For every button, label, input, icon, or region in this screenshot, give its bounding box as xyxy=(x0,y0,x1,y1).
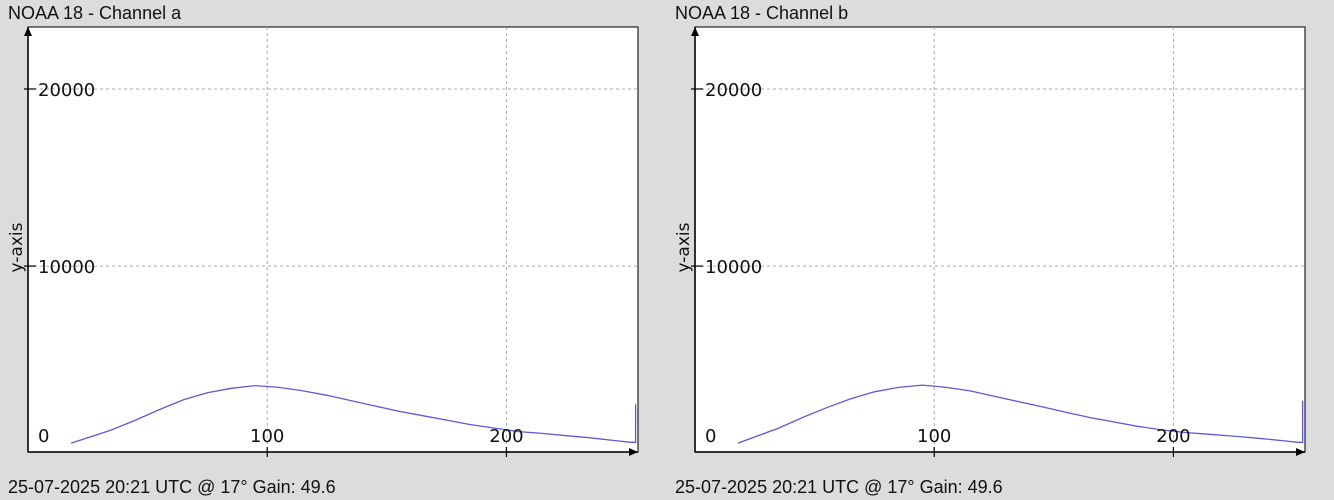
series-line xyxy=(70,384,637,444)
x-tick-label: 0 xyxy=(705,426,716,447)
y-tick-label: 20000 xyxy=(705,80,762,101)
y-axis-arrow xyxy=(24,27,32,36)
y-axis-label: y-axis xyxy=(7,222,27,272)
x-axis-arrow xyxy=(1296,448,1305,456)
x-tick-label: 0 xyxy=(38,426,49,447)
series-line xyxy=(737,384,1304,444)
y-tick-label: 20000 xyxy=(38,80,95,101)
chart-title: NOAA 18 - Channel a xyxy=(8,3,182,23)
chart-footer-status: 25-07-2025 20:21 UTC @ 17° Gain: 49.6 xyxy=(8,477,336,497)
plot-area xyxy=(694,26,1306,453)
chart-panel-channel-b: NOAA 18 - Channel b 0 100 200 10000 20000 y-a… xyxy=(667,0,1327,500)
y-axis-label: y-axis xyxy=(674,222,694,272)
y-tick-label: 10000 xyxy=(705,257,762,278)
chart-plot: 0 100 200 10000 20000 y-axis xyxy=(7,26,639,457)
x-tick-label: 100 xyxy=(250,426,284,447)
x-tick-label: 100 xyxy=(917,426,951,447)
y-axis-arrow xyxy=(691,27,699,36)
chart-panel-channel-a: NOAA 18 - Channel a 0 100 200 10000 20000 y-a… xyxy=(0,0,660,500)
chart-title: NOAA 18 - Channel b xyxy=(675,3,849,23)
x-tick-label: 200 xyxy=(1156,426,1190,447)
plot-area xyxy=(27,26,639,453)
x-axis-arrow xyxy=(629,448,638,456)
x-tick-label: 200 xyxy=(489,426,523,447)
chart-plot: 0 100 200 10000 20000 y-axis xyxy=(674,26,1306,457)
chart-footer-status: 25-07-2025 20:21 UTC @ 17° Gain: 49.6 xyxy=(675,477,1003,497)
y-tick-label: 10000 xyxy=(38,257,95,278)
